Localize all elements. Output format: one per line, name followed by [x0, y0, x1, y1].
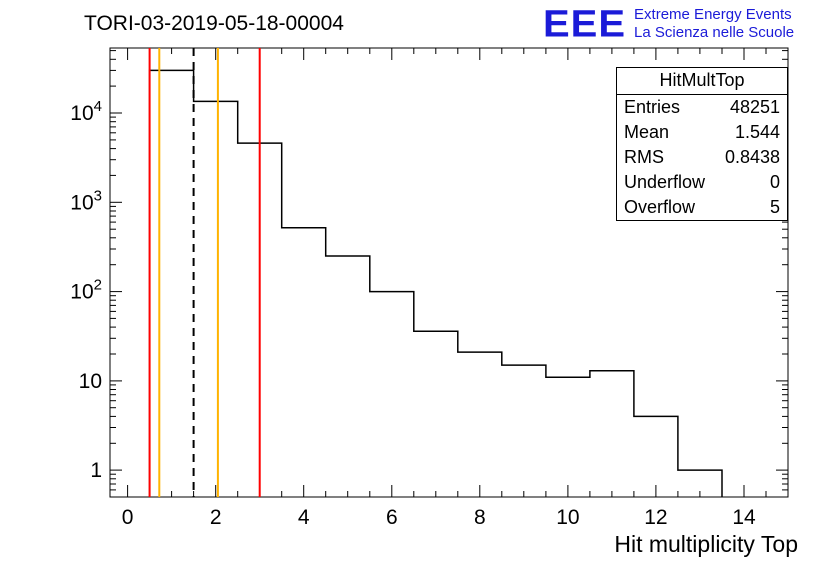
stats-value: 1.544: [734, 122, 780, 142]
svg-text:104: 104: [70, 98, 102, 125]
logo-line1: Extreme Energy Events: [634, 6, 792, 23]
svg-text:8: 8: [474, 506, 486, 529]
svg-text:103: 103: [70, 187, 102, 214]
stats-value: 0: [769, 172, 780, 192]
stats-value: 0.8438: [724, 147, 780, 167]
page-title: TORI-03-2019-05-18-00004: [84, 12, 344, 35]
svg-text:0: 0: [122, 506, 134, 529]
stats-label: Entries: [624, 97, 681, 117]
svg-text:6: 6: [386, 506, 398, 529]
stats-row-underflow: Underflow 0: [617, 170, 787, 195]
svg-text:10: 10: [79, 370, 102, 393]
stats-label: RMS: [624, 147, 664, 167]
svg-text:102: 102: [70, 277, 102, 304]
plot-frame: [109, 47, 789, 498]
x-axis-label: Hit multiplicity Top: [614, 531, 798, 557]
stats-box-title: HitMultTop: [617, 68, 787, 95]
stats-row-entries: Entries 48251: [617, 95, 787, 120]
stats-row-overflow: Overflow 5: [617, 195, 787, 220]
svg-text:10: 10: [556, 506, 579, 529]
stats-row-mean: Mean 1.544: [617, 120, 787, 145]
svg-text:4: 4: [298, 506, 310, 529]
svg-text:14: 14: [732, 506, 756, 529]
stats-label: Overflow: [624, 197, 696, 217]
svg-text:2: 2: [210, 506, 222, 529]
stats-label: Mean: [624, 122, 670, 142]
svg-text:1: 1: [90, 459, 102, 482]
eee-logo-icon: EEE: [543, 3, 627, 45]
histogram-line: [148, 69, 723, 497]
logo-line2: La Scienza nelle Scuole: [634, 24, 795, 41]
stats-value: 5: [769, 197, 780, 217]
svg-text:12: 12: [644, 506, 667, 529]
stats-box: HitMultTop Entries 48251 Mean 1.544 RMS …: [616, 67, 788, 221]
stats-label: Underflow: [624, 172, 706, 192]
eee-logo-text: Extreme Energy Events La Scienza nelle S…: [634, 6, 794, 42]
stats-value: 48251: [729, 97, 780, 117]
eee-logo: EEE Extreme Energy Events La Scienza nel…: [543, 4, 794, 44]
stats-row-rms: RMS 0.8438: [617, 145, 787, 170]
